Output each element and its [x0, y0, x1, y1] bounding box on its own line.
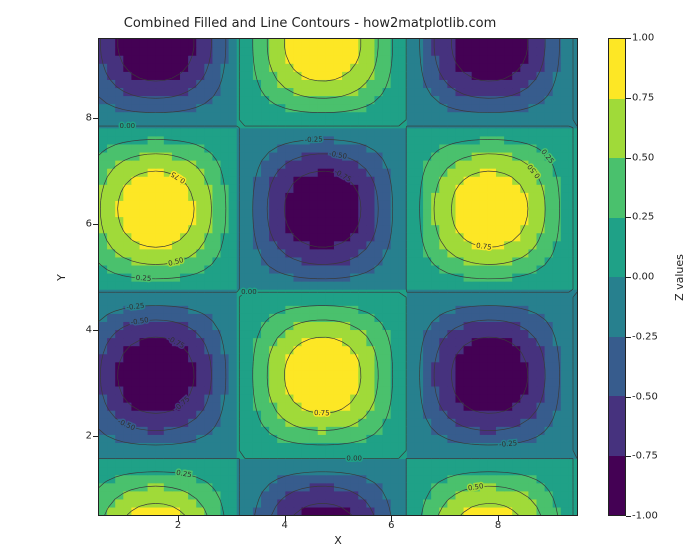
colorbar-segment: [609, 277, 625, 337]
colorbar-segment: [609, 99, 625, 159]
colorbar-tick-label: 0.75: [632, 92, 654, 103]
y-tick-label: 2: [62, 431, 92, 442]
x-tick-label: 4: [281, 520, 287, 531]
colorbar-segment: [609, 456, 625, 516]
x-tick-label: 8: [495, 520, 501, 531]
x-tick-label: 6: [388, 520, 394, 531]
colorbar-segment: [609, 337, 625, 397]
colorbar: [608, 38, 626, 516]
y-tick-mark: [93, 224, 98, 225]
contour-plot-canvas: -0.75-0.75-0.75-0.75-0.75-0.75-0.50-0.50…: [99, 39, 577, 515]
colorbar-segment: [609, 158, 625, 218]
colorbar-tick-mark: [626, 98, 631, 99]
colorbar-tick-label: -0.75: [632, 451, 658, 462]
y-axis-label-text: Y: [54, 274, 67, 281]
contour-label: 0.00: [120, 122, 136, 130]
colorbar-tick-label: 1.00: [632, 33, 654, 44]
colorbar-label-text: Z values: [673, 254, 686, 301]
contour-axes: -0.75-0.75-0.75-0.75-0.75-0.75-0.50-0.50…: [98, 38, 578, 516]
colorbar-tick-mark: [626, 217, 631, 218]
y-tick-mark: [93, 330, 98, 331]
y-axis-label: Y: [54, 38, 68, 516]
colorbar-tick-mark: [626, 397, 631, 398]
figure: Combined Filled and Line Contours - how2…: [0, 0, 700, 560]
colorbar-tick-mark: [626, 516, 631, 517]
contour-label: 0.00: [241, 288, 257, 296]
colorbar-segment: [609, 218, 625, 278]
colorbar-tick-label: 0.00: [632, 272, 654, 283]
y-tick-label: 4: [62, 325, 92, 336]
contour-label: 0.25: [136, 274, 152, 283]
colorbar-tick-label: 0.50: [632, 152, 654, 163]
colorbar-tick-mark: [626, 456, 631, 457]
y-tick-mark: [93, 118, 98, 119]
colorbar-tick-mark: [626, 158, 631, 159]
contour-label: -0.25: [304, 135, 322, 144]
colorbar-tick-label: 0.25: [632, 212, 654, 223]
colorbar-tick-label: -0.50: [632, 391, 658, 402]
colorbar-label: Z values: [672, 38, 686, 516]
y-tick-label: 8: [62, 112, 92, 123]
colorbar-segment: [609, 39, 625, 99]
chart-title: Combined Filled and Line Contours - how2…: [0, 16, 620, 31]
colorbar-tick-mark: [626, 277, 631, 278]
colorbar-tick-label: -0.25: [632, 331, 658, 342]
colorbar-segment: [609, 396, 625, 456]
contour-label: 0.00: [346, 454, 362, 462]
y-tick-label: 6: [62, 218, 92, 229]
x-tick-label: 2: [175, 520, 181, 531]
colorbar-tick-mark: [626, 38, 631, 39]
contour-label: 0.75: [314, 409, 330, 417]
colorbar-tick-mark: [626, 337, 631, 338]
y-tick-mark: [93, 436, 98, 437]
colorbar-tick-label: -1.00: [632, 511, 658, 522]
x-axis-label: X: [98, 534, 578, 547]
